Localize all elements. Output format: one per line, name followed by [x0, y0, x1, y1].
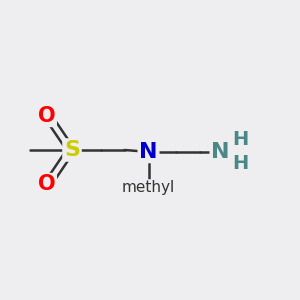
Text: H: H — [232, 130, 248, 149]
Text: O: O — [38, 106, 55, 125]
Text: N: N — [139, 142, 158, 161]
Text: methyl: methyl — [122, 180, 175, 195]
Text: N: N — [211, 142, 230, 161]
Text: H: H — [232, 154, 248, 173]
Text: S: S — [64, 140, 80, 160]
Text: O: O — [38, 175, 55, 194]
